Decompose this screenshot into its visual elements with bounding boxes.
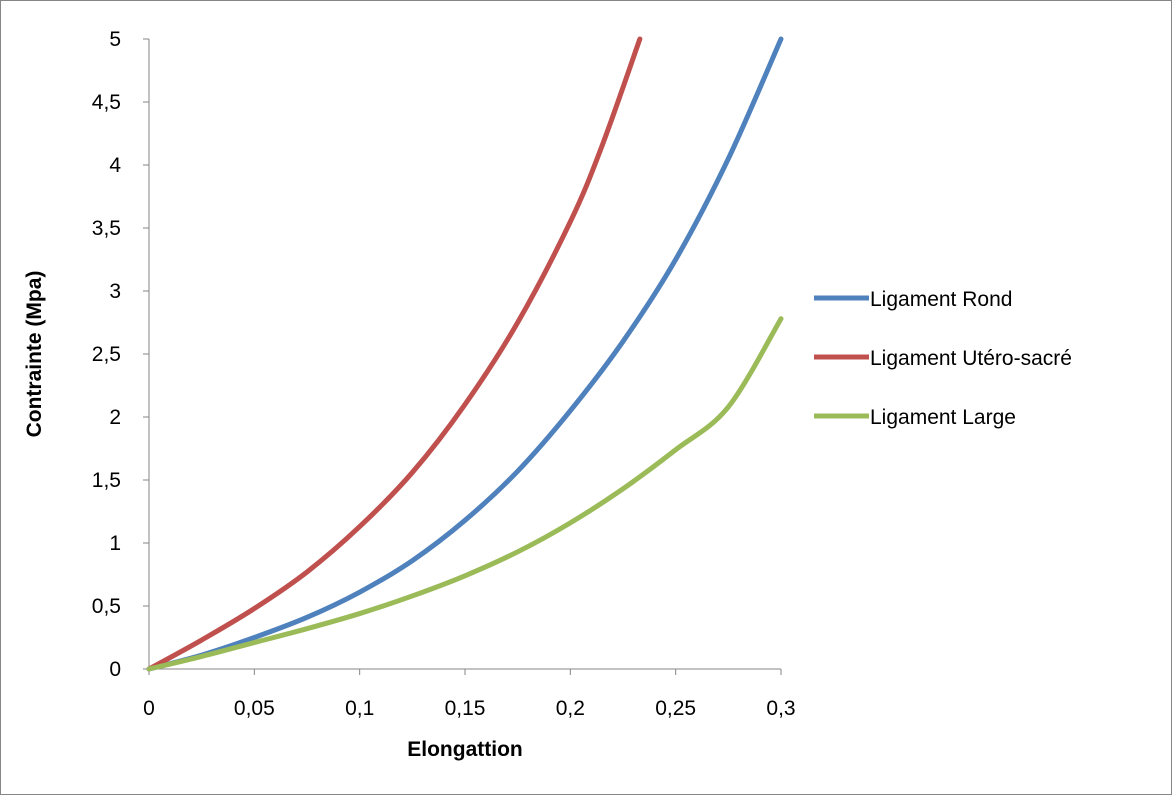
y-tick-label: 1 <box>109 532 121 555</box>
x-tick-label: 0,2 <box>556 697 585 720</box>
x-tick-label: 0,1 <box>345 697 374 720</box>
x-tick-label: 0,15 <box>445 697 486 720</box>
y-tick-label: 2 <box>109 406 121 429</box>
series-lines <box>146 36 784 672</box>
legend-label: Ligament Large <box>870 406 1016 429</box>
y-tick-label: 3 <box>109 280 121 303</box>
series-line-ligament-large <box>146 316 784 672</box>
x-tick-label: 0,05 <box>234 697 275 720</box>
y-axis-title: Contrainte (Mpa) <box>23 271 46 438</box>
legend-label: Ligament Utéro-sacré <box>870 347 1072 370</box>
y-tick-label: 3,5 <box>92 217 121 240</box>
x-tick-label: 0,25 <box>655 697 696 720</box>
y-tick-label: 2,5 <box>92 343 121 366</box>
y-tick-label: 0 <box>109 658 121 681</box>
series-line-ligament-rond <box>146 36 784 672</box>
y-tick-label: 4,5 <box>92 91 121 114</box>
x-axis-title: Elongattion <box>407 738 522 761</box>
axes: 0 0,5 1 1,5 2 2,5 3 3,5 4 4,5 5 0 0,05 0,1 0,15 0,2 0,25… <box>92 28 796 720</box>
x-tick-label: 0 <box>143 697 155 720</box>
y-tick-label: 0,5 <box>92 595 121 618</box>
series-line-ligament-utero-sacre <box>146 36 643 672</box>
y-tick-label: 4 <box>109 154 121 177</box>
legend: Ligament Rond Ligament Utéro-sacré Ligamen… <box>814 288 1072 429</box>
legend-label: Ligament Rond <box>870 288 1012 311</box>
x-tick-label: 0,3 <box>766 697 795 720</box>
y-tick-label: 1,5 <box>92 469 121 492</box>
y-tick-label: 5 <box>109 28 121 51</box>
